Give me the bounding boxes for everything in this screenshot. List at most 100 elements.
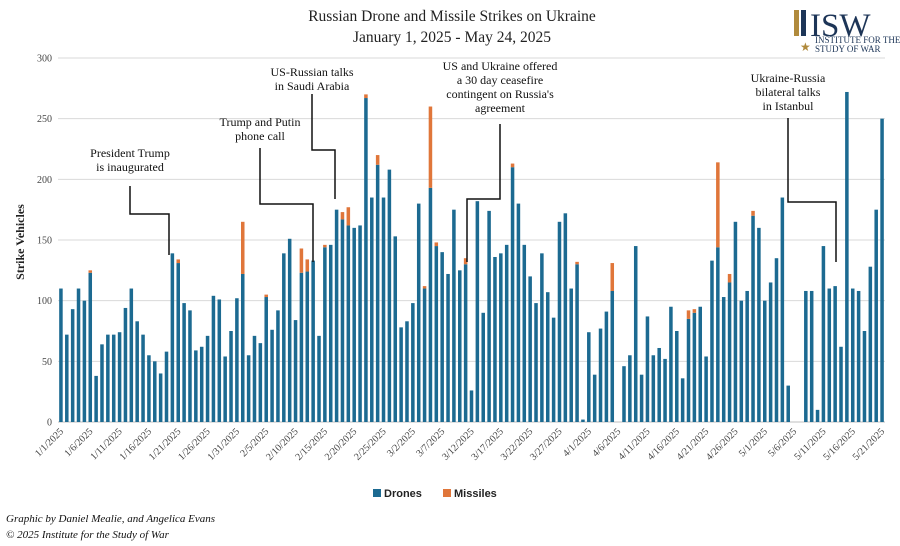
bar-drones <box>199 346 204 422</box>
logo-column-icon <box>801 10 806 36</box>
bar-drones <box>299 272 304 422</box>
bar-missiles <box>510 163 515 168</box>
bar-drones <box>276 310 280 422</box>
bar-drones <box>170 253 175 422</box>
logo-text: ISW <box>810 8 871 44</box>
bar-drones <box>205 335 210 422</box>
bar-drones <box>874 209 878 422</box>
bar-drones <box>405 321 409 422</box>
bar-drones <box>240 273 245 422</box>
bar-drones <box>827 288 832 422</box>
annotation-text: a 30 day ceasefire <box>457 73 543 87</box>
bar-drones <box>557 221 562 422</box>
bar-drones <box>845 91 849 423</box>
bar-drones <box>645 316 650 422</box>
bar-drones <box>815 409 820 422</box>
bar-drones <box>880 118 884 423</box>
y-tick-label: 200 <box>37 175 52 186</box>
bar-drones <box>692 312 697 422</box>
bar-drones <box>399 327 403 422</box>
bar-drones <box>587 332 591 422</box>
bar-drones <box>141 334 145 422</box>
bars <box>59 91 884 423</box>
bar-drones <box>569 288 573 422</box>
bar-drones <box>282 253 286 422</box>
x-tick-label: 1/31/2025 <box>206 426 242 462</box>
annotation-text: phone call <box>235 129 285 143</box>
bar-drones <box>651 355 656 422</box>
x-tick-label: 5/21/2025 <box>851 426 887 462</box>
bar-drones <box>147 355 151 422</box>
bar-missiles <box>176 259 180 264</box>
bar-drones <box>235 298 239 422</box>
annotation-text: in Istanbul <box>763 99 815 113</box>
bar-drones <box>153 361 157 422</box>
annotation-text: US and Ukraine offered <box>443 59 558 73</box>
bar-drones <box>106 334 110 422</box>
bar-drones <box>323 247 327 422</box>
annotation-text: US-Russian talks <box>270 65 353 79</box>
bar-missiles <box>751 210 755 216</box>
bar-missiles <box>727 273 732 283</box>
bar-drones <box>581 419 585 422</box>
annotation-text: is inaugurated <box>96 160 164 174</box>
bar-drones <box>182 303 186 422</box>
bar-drones <box>633 246 638 422</box>
y-tick-labels: 0 50 100 150 200 250 300 <box>37 54 52 429</box>
bar-drones <box>317 335 321 422</box>
bar-drones <box>129 288 134 422</box>
bar-drones <box>733 221 738 422</box>
bar-missiles <box>422 286 427 289</box>
bar-drones <box>751 215 755 422</box>
bar-drones <box>675 331 679 422</box>
bar-drones <box>59 288 63 422</box>
bar-drones <box>516 203 521 422</box>
bar-drones <box>370 197 374 422</box>
y-tick-label: 250 <box>37 114 52 125</box>
bar-drones <box>545 292 550 422</box>
bar-drones <box>481 312 485 422</box>
bar-drones <box>352 227 356 422</box>
bar-drones <box>493 256 497 422</box>
legend-missiles-swatch <box>443 489 451 497</box>
bar-drones <box>622 366 626 422</box>
bar-drones <box>164 351 169 422</box>
bar-drones <box>704 356 708 422</box>
bar-drones <box>821 246 826 422</box>
bar-drones <box>458 270 462 422</box>
gridlines <box>58 57 885 423</box>
bar-drones <box>375 164 380 423</box>
bar-drones <box>287 238 292 422</box>
bar-missiles <box>463 258 468 265</box>
bar-drones <box>387 169 392 422</box>
annotation-callout-line <box>466 124 501 262</box>
bar-drones <box>223 356 227 422</box>
bar-drones <box>264 297 268 422</box>
x-tick-label: 4/26/2025 <box>704 426 740 462</box>
logo-subtitle-bottom: STUDY OF WAR <box>815 44 881 54</box>
bar-drones <box>158 373 163 422</box>
isw-logo: ISW ★ INSTITUTE FOR THE STUDY OF WAR <box>794 8 900 54</box>
bar-drones <box>416 203 421 422</box>
bar-drones <box>358 225 362 422</box>
bar-drones <box>575 264 579 422</box>
bar-drones <box>745 290 749 422</box>
bar-drones <box>604 311 609 422</box>
bar-drones <box>434 246 439 422</box>
bar-drones <box>757 227 761 422</box>
bar-drones <box>833 286 837 422</box>
bar-drones <box>698 306 703 422</box>
annotation-callout-line <box>311 94 336 199</box>
bar-missiles <box>299 248 304 273</box>
bar-drones <box>211 295 216 422</box>
annotation-text: President Trump <box>90 146 170 160</box>
bar-drones <box>305 271 310 422</box>
bar-drones <box>487 210 491 422</box>
bar-drones <box>422 288 427 422</box>
bar-missiles <box>346 207 351 226</box>
bar-drones <box>850 288 855 422</box>
bar-missiles <box>692 309 697 313</box>
x-tick-label: 3/27/2025 <box>528 426 564 462</box>
bar-drones <box>135 321 139 422</box>
